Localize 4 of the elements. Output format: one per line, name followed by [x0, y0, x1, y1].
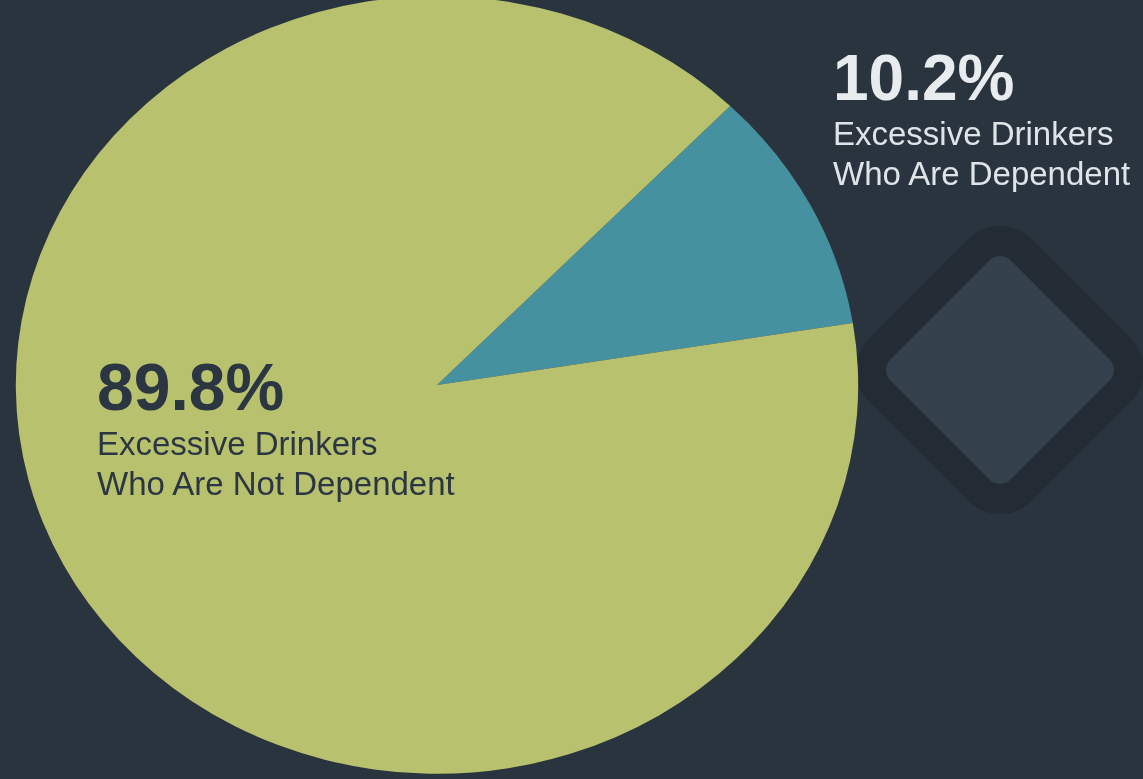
data-label: 10.2% [833, 42, 1015, 114]
slice-label: Excessive Drinkers Who Are Not Dependent [97, 425, 455, 502]
data-label: 89.8% [97, 350, 285, 424]
slice-label: Excessive Drinkers Who Are Dependent [833, 115, 1131, 192]
